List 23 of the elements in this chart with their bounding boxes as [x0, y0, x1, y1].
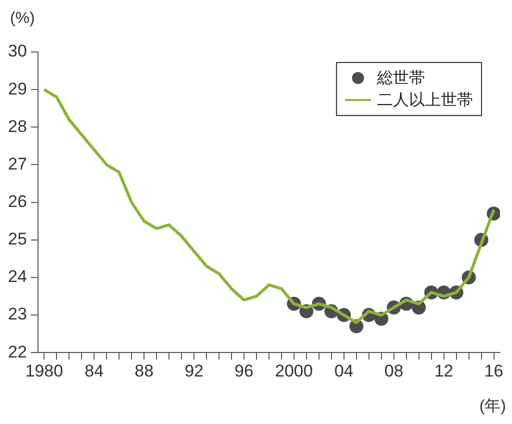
- y-axis-title: (%): [10, 10, 35, 28]
- x-tick-label: 1980: [25, 361, 64, 380]
- y-tick-label: 22: [8, 342, 27, 362]
- x-tick-label: 04: [334, 361, 354, 380]
- x-tick-label: 2000: [275, 361, 313, 380]
- y-tick-label: 25: [8, 230, 27, 249]
- x-tick-label: 88: [134, 361, 154, 380]
- y-tick-label: 27: [8, 154, 27, 174]
- legend-label: 総世帯: [377, 68, 425, 88]
- legend-label: 二人以上世帯: [377, 90, 473, 110]
- x-tick-label: 08: [384, 361, 404, 380]
- y-tick-label: 28: [8, 116, 27, 136]
- x-tick-label: 12: [434, 361, 454, 380]
- x-axis-title: (年): [479, 397, 506, 417]
- y-tick-label: 30: [8, 42, 27, 61]
- x-tick-label: 96: [234, 361, 254, 380]
- y-tick-label: 23: [8, 304, 27, 324]
- y-tick-label: 24: [8, 267, 27, 286]
- y-tick-label: 29: [8, 79, 27, 98]
- x-tick-label: 84: [84, 361, 104, 380]
- y-tick-label: 26: [8, 192, 27, 211]
- x-tick-label: 16: [484, 361, 504, 380]
- x-tick-label: 92: [184, 361, 204, 380]
